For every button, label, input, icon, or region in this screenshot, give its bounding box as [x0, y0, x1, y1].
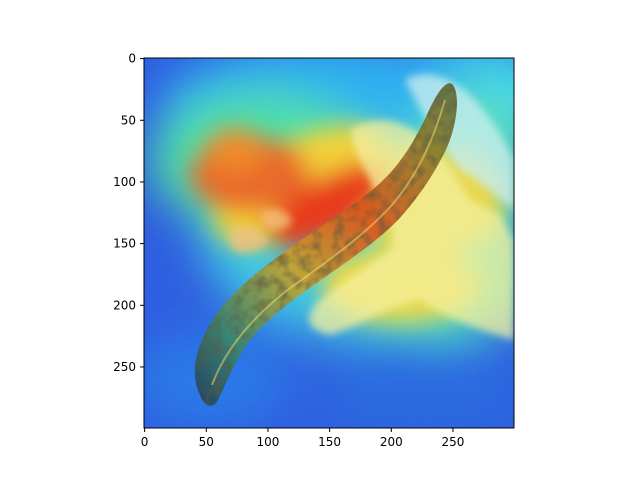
x-tick-label: 0	[141, 435, 149, 449]
sea-cucumber-texture	[194, 83, 457, 406]
y-tick-label: 200	[113, 298, 136, 312]
x-tick-label: 50	[199, 435, 214, 449]
x-tick-label: 250	[441, 435, 464, 449]
y-axis: 0 50 100 150 200 250	[113, 52, 144, 374]
axes-frame	[143, 57, 515, 429]
x-axis: 0 50 100 150 200 250	[141, 428, 464, 449]
x-tick-label: 200	[380, 435, 403, 449]
heatmap-image	[144, 58, 514, 428]
y-tick-label: 50	[121, 113, 136, 127]
y-tick-label: 0	[128, 52, 136, 66]
sea-cucumber-highlight	[211, 99, 446, 386]
y-tick-label: 150	[113, 237, 136, 251]
x-tick-label: 100	[256, 435, 279, 449]
y-tick-label: 250	[113, 360, 136, 374]
sea-cucumber	[194, 83, 457, 406]
x-tick-label: 150	[318, 435, 341, 449]
y-tick-label: 100	[113, 175, 136, 189]
